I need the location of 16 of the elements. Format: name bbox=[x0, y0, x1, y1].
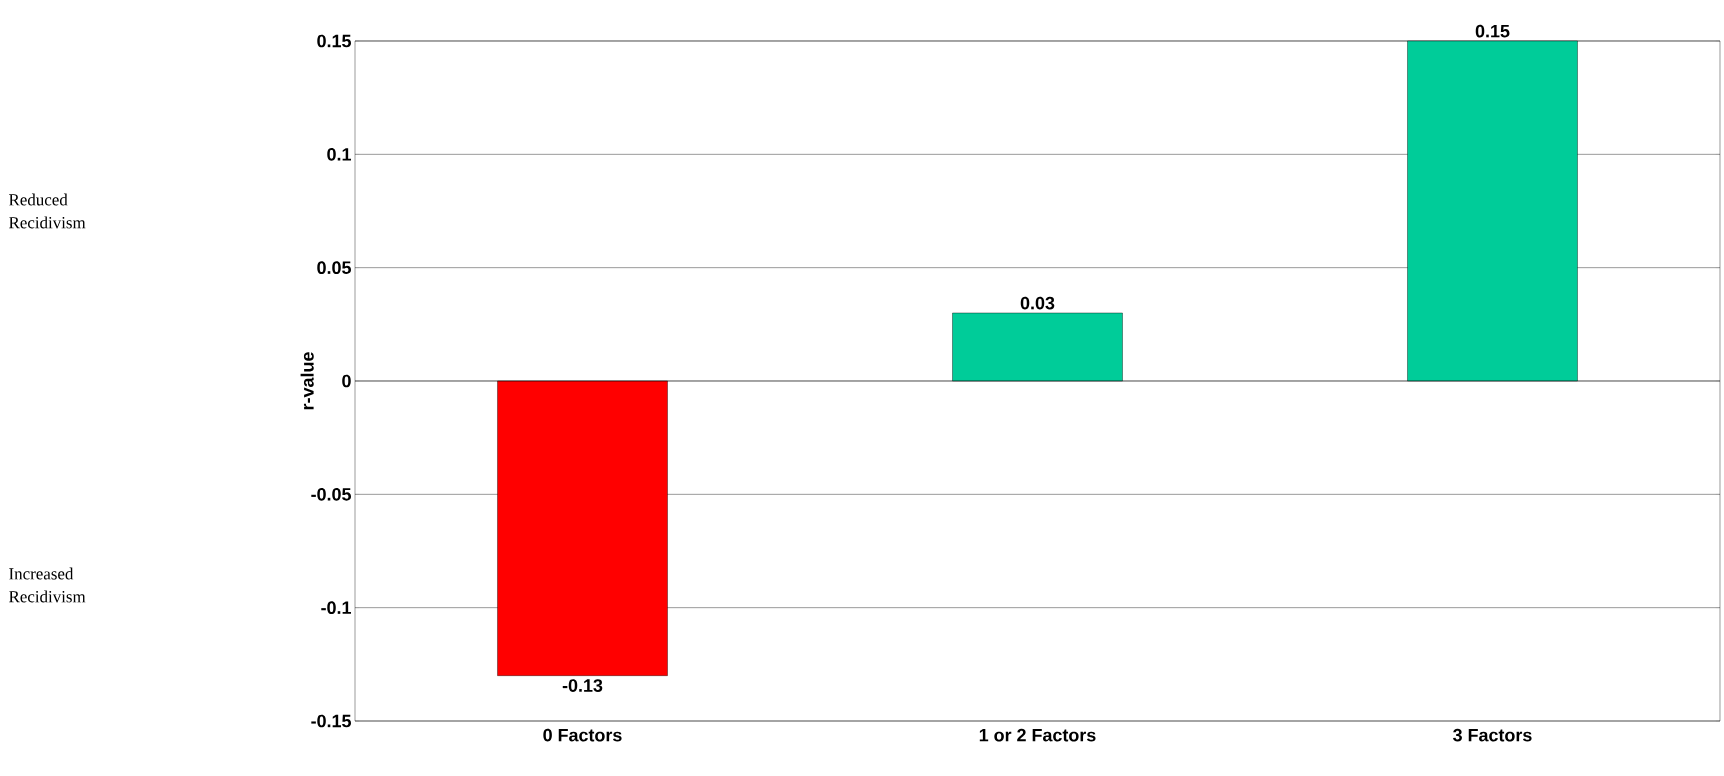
y-tick-label: -0.15 bbox=[311, 714, 351, 728]
y-tick-label: 0.1 bbox=[327, 147, 351, 161]
y-axis-title: r-value bbox=[300, 352, 314, 410]
y-tick-label: -0.1 bbox=[321, 601, 351, 615]
data-label: 0.03 bbox=[1020, 296, 1055, 310]
data-label: -0.13 bbox=[562, 679, 603, 692]
data-label: 0.15 bbox=[1475, 24, 1510, 38]
x-tick-label: 3 Factors bbox=[1453, 728, 1532, 742]
x-tick-label: 1 or 2 Factors bbox=[979, 728, 1096, 742]
y-tick-label: -0.05 bbox=[311, 487, 351, 501]
y-tick-label: 0.05 bbox=[317, 261, 351, 275]
x-tick-label: 0 Factors bbox=[543, 728, 622, 742]
y-tick-label: 0 bbox=[342, 374, 351, 388]
y-tick-label: 0.15 bbox=[317, 34, 351, 48]
text: Increased Recidivism bbox=[9, 567, 86, 603]
text: Reduced Recidivism bbox=[9, 193, 86, 229]
